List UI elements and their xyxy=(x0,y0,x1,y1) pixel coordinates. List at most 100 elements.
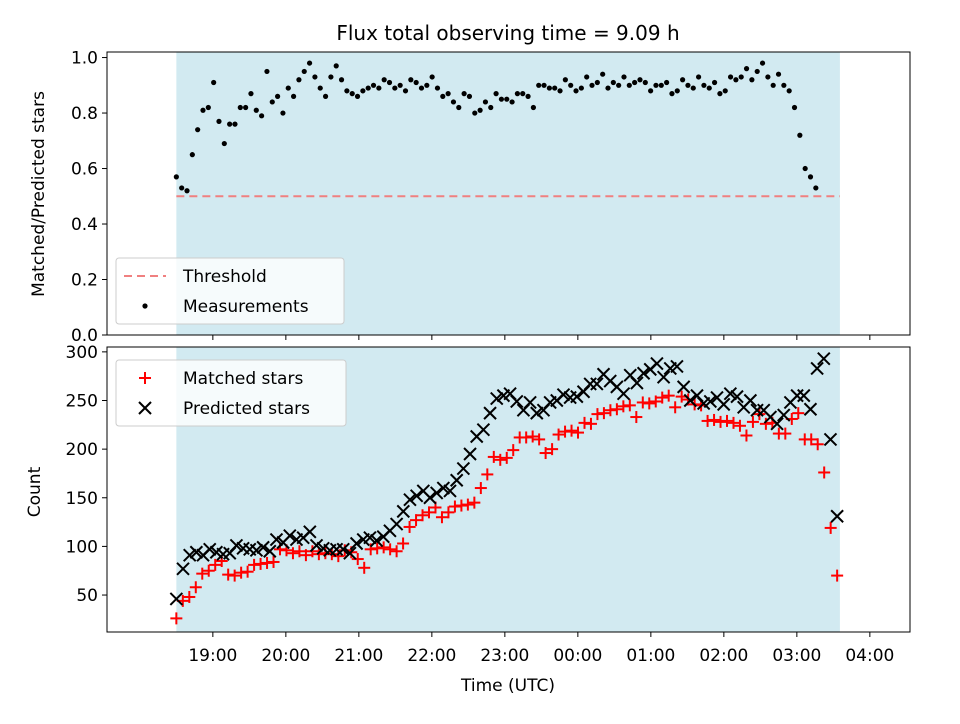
measurement-point xyxy=(536,82,542,88)
predicted-star-point xyxy=(616,386,631,401)
measurement-point xyxy=(797,132,803,138)
predicted-star-point xyxy=(429,486,444,500)
count-series xyxy=(169,351,844,625)
legend-measurements-swatch xyxy=(142,303,148,309)
bottom-x-tick-label: 04:00 xyxy=(845,646,894,666)
matched-star-point xyxy=(507,444,520,457)
measurement-point xyxy=(269,99,275,105)
measurement-point xyxy=(674,88,680,94)
predicted-star-point xyxy=(716,397,731,412)
predicted-star-point xyxy=(523,395,537,410)
measurement-point xyxy=(648,88,654,94)
measurement-point xyxy=(525,93,531,99)
top-y-tick-label: 1.0 xyxy=(71,49,98,69)
matched-star-point xyxy=(811,438,824,451)
measurement-point xyxy=(722,88,728,94)
matched-star-point xyxy=(474,482,487,495)
measurement-point xyxy=(610,79,616,86)
predicted-star-point xyxy=(336,542,350,557)
matched-star-point xyxy=(630,411,643,424)
top-y-tick-label: 0.8 xyxy=(71,104,98,124)
predicted-star-point xyxy=(530,406,544,420)
measurement-point xyxy=(424,82,430,88)
measurement-point xyxy=(749,77,755,83)
measurement-point xyxy=(237,104,243,111)
measurement-point xyxy=(381,77,387,83)
measurement-point xyxy=(472,110,478,116)
measurement-point xyxy=(195,127,201,133)
matched-star-point xyxy=(662,389,675,402)
predicted-star-point xyxy=(229,538,244,553)
predicted-star-point xyxy=(182,548,197,562)
measurement-point xyxy=(621,74,627,80)
measurement-point xyxy=(205,104,211,111)
measurement-point xyxy=(290,93,297,99)
measurement-point xyxy=(754,68,760,75)
top-legend-box xyxy=(115,257,345,325)
measurement-point xyxy=(743,66,750,72)
matched-star-point xyxy=(397,537,410,550)
matched-star-point xyxy=(435,511,448,524)
measurement-point xyxy=(546,85,552,91)
measurement-point xyxy=(173,174,179,180)
bottom-y-tick-label: 250 xyxy=(66,391,98,411)
matched-star-point xyxy=(572,426,585,439)
matched-star-point xyxy=(209,558,222,571)
legend-measurements-label: Measurements xyxy=(183,297,309,317)
matched-star-point xyxy=(546,443,559,456)
measurement-point xyxy=(701,82,707,88)
measurement-point xyxy=(594,79,600,86)
matched-star-point xyxy=(202,564,215,577)
measurement-point xyxy=(504,96,510,102)
matched-star-point xyxy=(669,401,682,414)
matched-star-point xyxy=(708,413,721,426)
matched-star-point xyxy=(241,565,254,578)
measurement-point xyxy=(243,104,249,111)
matched-star-point xyxy=(500,451,513,464)
matched-star-point xyxy=(423,506,436,519)
measurement-point xyxy=(717,91,723,97)
measurement-point xyxy=(440,93,446,99)
legend-predicted-swatch xyxy=(138,401,152,415)
measurement-point xyxy=(397,82,403,88)
legend-predicted-marker xyxy=(138,401,152,415)
measurement-point xyxy=(317,85,323,91)
measurement-point xyxy=(514,91,521,97)
measurement-point xyxy=(349,91,355,97)
measurement-point xyxy=(738,74,744,80)
predicted-star-point xyxy=(249,543,264,558)
measurement-point xyxy=(786,88,792,94)
predicted-star-point xyxy=(309,538,324,553)
measurement-point xyxy=(370,82,377,88)
measurement-point xyxy=(211,79,217,86)
measurement-point xyxy=(759,60,766,66)
predicted-star-point xyxy=(810,361,824,376)
matched-star-point xyxy=(183,590,196,603)
predicted-star-point xyxy=(770,417,784,431)
predicted-star-point xyxy=(409,489,424,503)
matched-star-point xyxy=(481,468,494,481)
measurement-point xyxy=(642,79,648,86)
top-panel: 0.0 0.2 0.4 0.6 0.8 1.0 Matched/Predicted sta… xyxy=(29,49,911,346)
predicted-star-point xyxy=(777,408,791,422)
matched-star-point xyxy=(805,433,818,446)
matched-star-point xyxy=(727,416,740,429)
bottom-x-tick-label: 02:00 xyxy=(699,646,748,666)
measurement-point xyxy=(807,174,814,180)
measurement-point xyxy=(344,88,350,94)
predicted-star-point xyxy=(490,391,504,406)
matched-star-point xyxy=(267,555,280,568)
measurement-point xyxy=(557,88,563,94)
measurement-point xyxy=(221,140,227,147)
bottom-x-tick-label: 19:00 xyxy=(188,646,237,666)
predicted-star-point xyxy=(636,366,651,380)
predicted-star-point xyxy=(590,377,604,391)
measurement-point xyxy=(386,79,393,86)
legend-matched-label: Matched stars xyxy=(183,369,303,389)
matched-star-point xyxy=(597,407,610,420)
measurement-point xyxy=(488,104,494,111)
predicted-star-point xyxy=(176,562,190,576)
top-y-axis-label: Matched/Predicted stars xyxy=(29,91,49,297)
measurement-point xyxy=(429,74,435,80)
bottom-y-axis-label: Count xyxy=(25,466,45,517)
